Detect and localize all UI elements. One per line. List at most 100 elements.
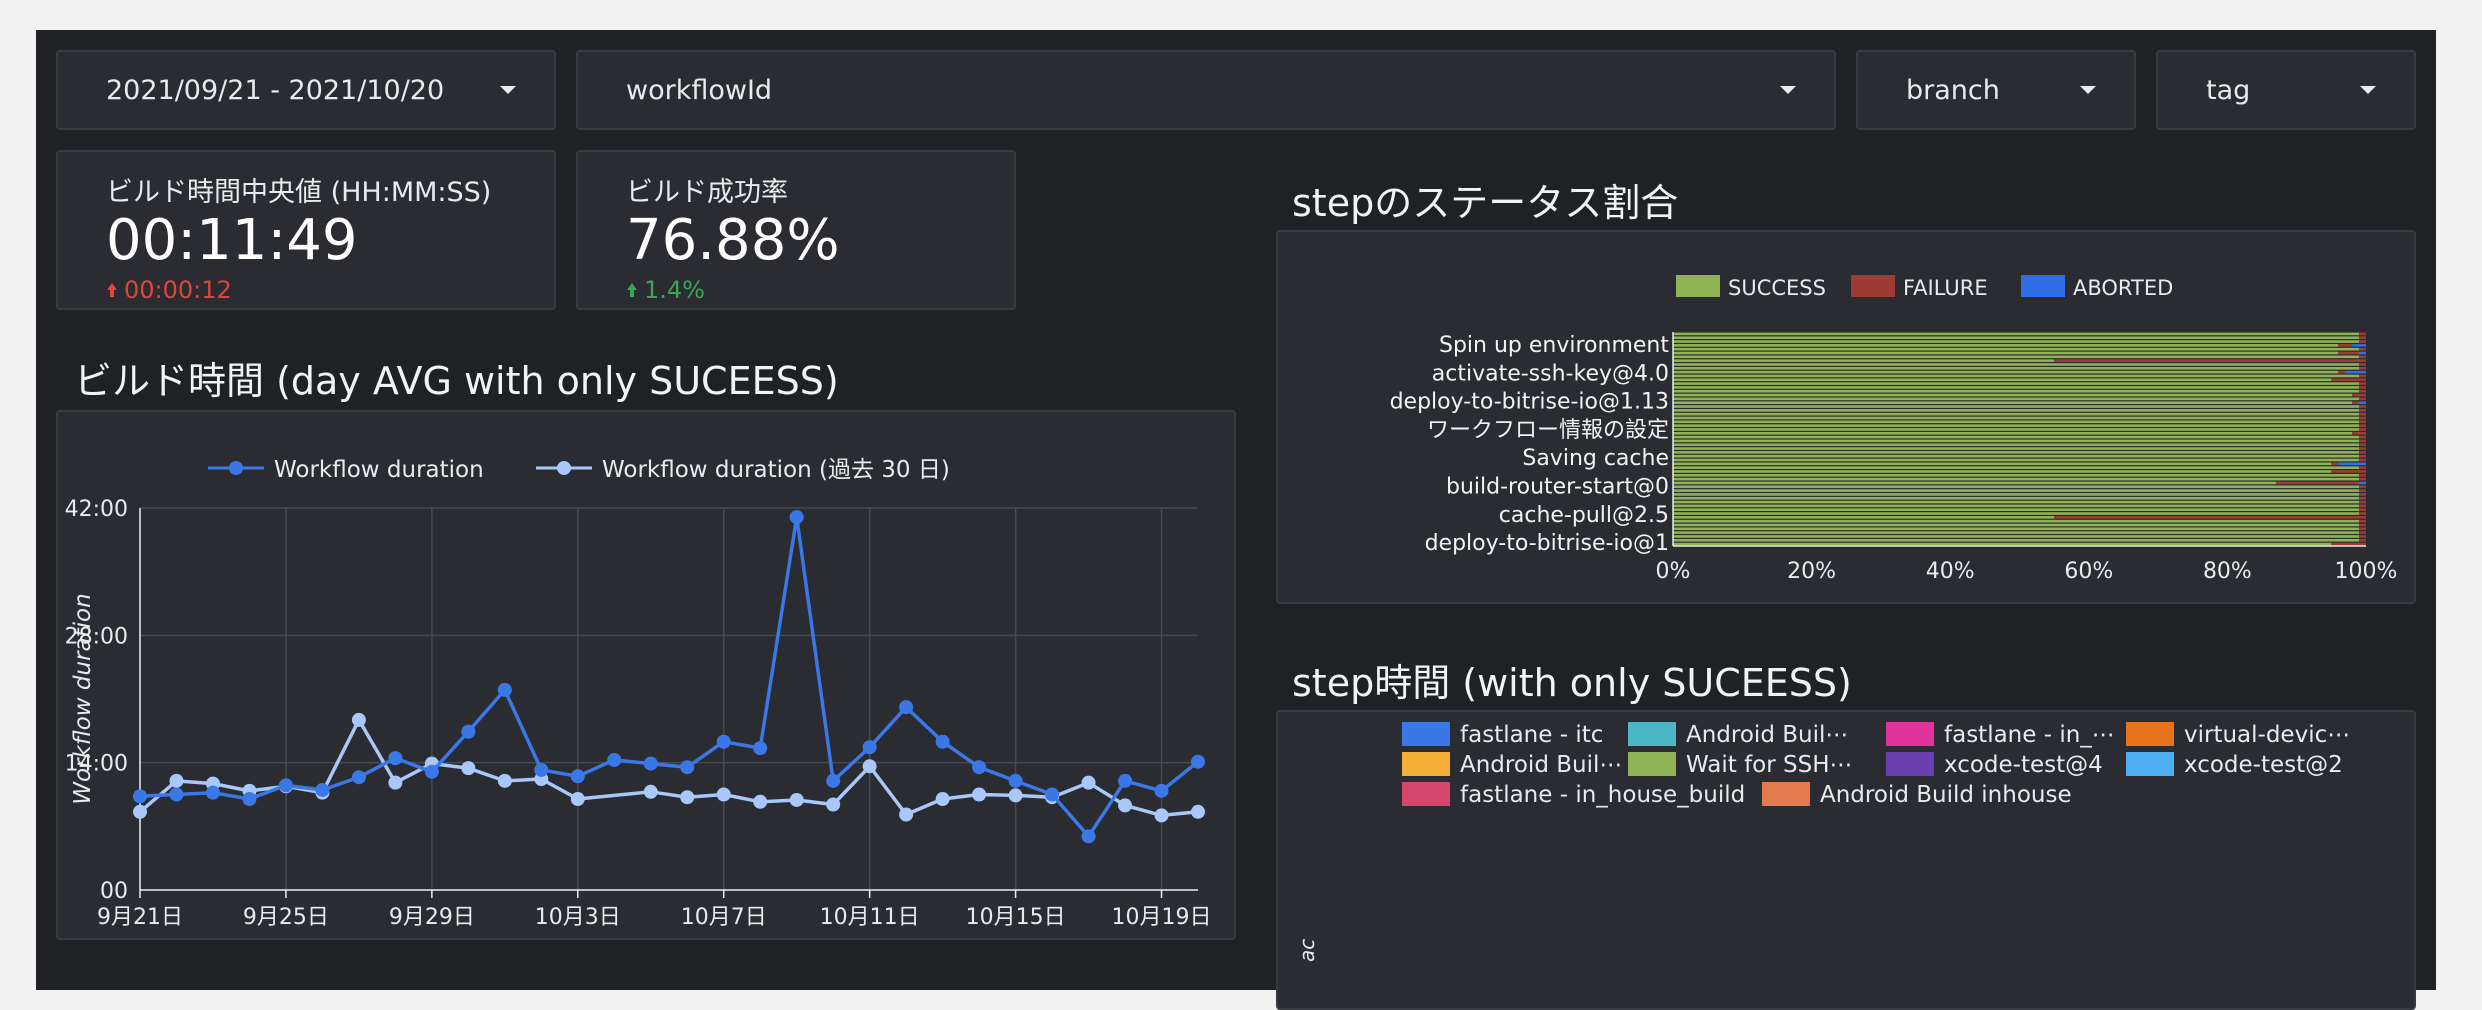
bar-row[interactable] — [1673, 439, 2366, 443]
data-point[interactable] — [1081, 775, 1096, 790]
bar-row[interactable] — [1673, 378, 2366, 382]
bar-row[interactable] — [1673, 504, 2366, 508]
bar-row[interactable] — [1673, 512, 2366, 515]
data-point[interactable] — [716, 787, 731, 802]
legend-item[interactable]: fastlane - in_⋯ — [1886, 722, 2115, 748]
bar-row[interactable] — [1673, 477, 2366, 481]
legend-item[interactable]: ABORTED — [2021, 275, 2173, 300]
bar-row[interactable] — [1673, 420, 2366, 424]
legend-item[interactable]: Workflow duration (過去 30 日) — [536, 457, 950, 483]
data-point[interactable] — [205, 785, 220, 800]
bar-row[interactable] — [1673, 366, 2366, 370]
bar-row[interactable] — [1673, 386, 2366, 389]
bar-row[interactable] — [1673, 466, 2366, 469]
data-point[interactable] — [935, 792, 950, 807]
bar-row[interactable] — [1673, 516, 2366, 519]
data-point[interactable] — [278, 778, 293, 793]
bar-row[interactable] — [1673, 401, 2366, 405]
data-point[interactable] — [570, 769, 585, 784]
bar-row[interactable] — [1673, 485, 2366, 489]
bar-row[interactable] — [1673, 405, 2366, 408]
data-point[interactable] — [680, 790, 695, 805]
bar-row[interactable] — [1673, 523, 2366, 527]
legend-item[interactable]: FAILURE — [1851, 275, 1988, 300]
bar-row[interactable] — [1673, 458, 2366, 462]
bar-row[interactable] — [1673, 538, 2366, 542]
data-point[interactable] — [497, 682, 512, 697]
legend-item[interactable]: virtual-devic⋯ — [2126, 722, 2350, 748]
bar-row[interactable] — [1673, 397, 2366, 401]
bar-row[interactable] — [1673, 393, 2366, 397]
bar-row[interactable] — [1673, 496, 2366, 500]
bar-row[interactable] — [1673, 508, 2366, 512]
data-point[interactable] — [169, 787, 184, 802]
data-point[interactable] — [716, 734, 731, 749]
data-point[interactable] — [789, 510, 804, 525]
data-point[interactable] — [388, 775, 403, 790]
bar-row[interactable] — [1673, 519, 2366, 523]
bar-row[interactable] — [1673, 535, 2366, 538]
data-point[interactable] — [607, 752, 622, 767]
data-point[interactable] — [133, 804, 147, 819]
legend-item[interactable]: Wait for SSH⋯ — [1628, 752, 1853, 778]
data-point[interactable] — [1191, 754, 1205, 769]
legend-item[interactable]: Android Build inhouse — [1762, 782, 2072, 808]
data-point[interactable] — [826, 773, 841, 788]
data-point[interactable] — [1154, 783, 1169, 798]
data-point[interactable] — [1081, 829, 1096, 844]
bar-row[interactable] — [1673, 443, 2366, 447]
data-point[interactable] — [680, 760, 695, 775]
bar-row[interactable] — [1673, 370, 2366, 374]
bar-row[interactable] — [1673, 493, 2366, 496]
data-point[interactable] — [899, 807, 914, 822]
data-point[interactable] — [899, 700, 914, 715]
bar-row[interactable] — [1673, 374, 2366, 378]
data-point[interactable] — [315, 782, 330, 797]
data-point[interactable] — [972, 787, 987, 802]
data-point[interactable] — [1191, 804, 1205, 819]
data-point[interactable] — [133, 789, 147, 804]
legend-item[interactable]: Workflow duration — [208, 457, 484, 483]
bar-row[interactable] — [1673, 351, 2366, 355]
data-point[interactable] — [351, 770, 366, 785]
bar-row[interactable] — [1673, 473, 2366, 477]
data-point[interactable] — [753, 741, 768, 756]
data-point[interactable] — [388, 751, 403, 766]
bar-row[interactable] — [1673, 344, 2366, 347]
bar-row[interactable] — [1673, 412, 2366, 416]
data-point[interactable] — [1008, 788, 1023, 803]
data-point[interactable] — [424, 764, 439, 779]
bar-row[interactable] — [1673, 347, 2366, 351]
bar-row[interactable] — [1673, 359, 2366, 362]
data-point[interactable] — [1118, 773, 1133, 788]
bar-row[interactable] — [1673, 542, 2366, 546]
bar-row[interactable] — [1673, 389, 2366, 393]
bar-row[interactable] — [1673, 462, 2366, 466]
bar-row[interactable] — [1673, 500, 2366, 504]
branch-dropdown[interactable]: branch — [1856, 50, 2136, 130]
bar-row[interactable] — [1673, 416, 2366, 420]
bar-row[interactable] — [1673, 424, 2366, 427]
data-point[interactable] — [497, 773, 512, 788]
bar-row[interactable] — [1673, 470, 2366, 473]
bar-row[interactable] — [1673, 382, 2366, 385]
bar-row[interactable] — [1673, 431, 2366, 435]
data-point[interactable] — [862, 740, 877, 755]
data-point[interactable] — [1154, 808, 1169, 823]
data-point[interactable] — [534, 762, 549, 777]
bar-row[interactable] — [1673, 336, 2366, 340]
data-point[interactable] — [935, 734, 950, 749]
bar-row[interactable] — [1673, 409, 2366, 412]
legend-item[interactable]: Android Buil⋯ — [1628, 722, 1848, 748]
legend-item[interactable]: xcode-test@2 — [2126, 752, 2343, 778]
legend-item[interactable]: SUCCESS — [1676, 275, 1826, 300]
bar-row[interactable] — [1673, 355, 2366, 359]
bar-row[interactable] — [1673, 454, 2366, 458]
data-point[interactable] — [461, 761, 476, 776]
data-point[interactable] — [1045, 787, 1060, 802]
legend-item[interactable]: Android Buil⋯ — [1402, 752, 1622, 778]
data-point[interactable] — [643, 784, 658, 799]
data-point[interactable] — [972, 760, 987, 775]
data-point[interactable] — [789, 792, 804, 807]
bar-row[interactable] — [1673, 489, 2366, 492]
